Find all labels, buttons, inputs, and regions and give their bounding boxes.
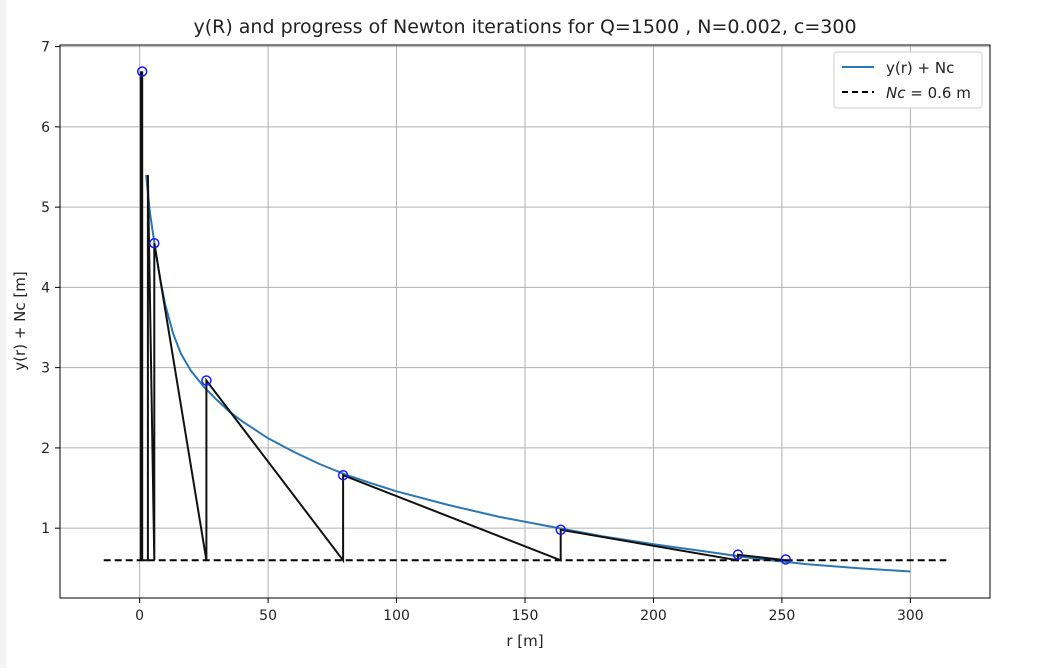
newton-iterate-point [555,524,566,536]
newton-iterate-point [136,66,148,77]
series-line-y-r-plus-nc [145,174,911,573]
y-tick-label: 1 [41,521,50,537]
legend-label-nc-value: = 0.6 m [905,84,970,102]
newton-iterate-point [337,469,349,481]
legend-label-curve: y(r) + Nc [886,59,954,77]
chart-title: y(R) and progress of Newton iterations f… [193,16,856,38]
legend: y(r) + Nc Nc = 0.6 m [833,51,983,109]
newton-iterate-point [201,375,212,386]
x-axis-label: r [m] [506,632,543,650]
newton-iterate-point [780,554,792,565]
newton-iterate-point [149,237,160,249]
y-axis-label: y(r) + Nc [m] [11,271,29,370]
y-tick-label: 2 [41,441,50,457]
x-tick-label: 100 [383,608,410,624]
newton-iteration-path [139,71,787,564]
y-tick-label: 7 [41,40,50,56]
x-tick-label: 200 [640,608,667,624]
legend-label-nc-prefix: Nc [886,84,906,102]
x-tick-label: 50 [259,608,277,624]
y-tick-label: 5 [41,200,50,216]
y-tick-label: 6 [41,120,50,136]
y-tick-label: 3 [41,361,50,377]
x-tick-label: 150 [512,608,539,624]
x-tick-label: 300 [897,608,924,624]
newton-iterate-point [732,549,744,560]
figure-edge [0,0,6,668]
x-tick-label: 0 [135,608,144,624]
legend-label-nc: Nc = 0.6 m [886,84,971,102]
y-tick-label: 4 [41,280,50,296]
x-tick-label: 250 [769,608,796,624]
